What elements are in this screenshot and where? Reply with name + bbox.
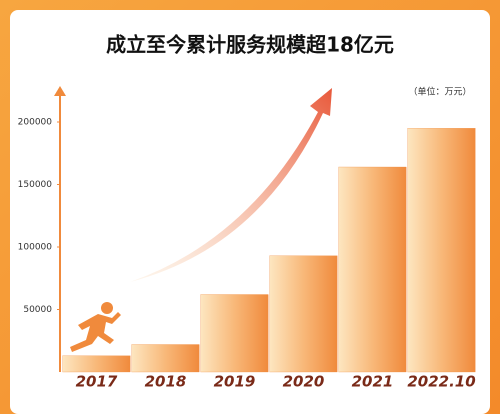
- y-tick-label: 150000: [18, 180, 53, 190]
- bar: [338, 166, 407, 373]
- chart-title: 成立至今累计服务规模超18亿元: [106, 33, 394, 57]
- y-tick-label: 100000: [18, 243, 53, 253]
- x-tick-label: 2017: [76, 373, 118, 391]
- x-tick-label: 2020: [283, 373, 325, 391]
- unit-label: （单位：万元）: [408, 86, 471, 98]
- bar: [62, 355, 131, 373]
- bar: [200, 294, 269, 373]
- x-tick-label: 2022.10: [407, 373, 475, 391]
- x-tick-label: 2019: [214, 373, 256, 391]
- y-axis-arrow: [54, 86, 66, 96]
- y-tick-label: 200000: [18, 118, 53, 128]
- y-tick-label: 50000: [23, 305, 52, 315]
- bar: [407, 128, 476, 373]
- runner: [70, 302, 121, 352]
- x-tick-label: 2021: [352, 373, 394, 391]
- bar: [269, 255, 338, 373]
- x-tick-label: 2018: [145, 373, 187, 391]
- bar: [131, 344, 200, 373]
